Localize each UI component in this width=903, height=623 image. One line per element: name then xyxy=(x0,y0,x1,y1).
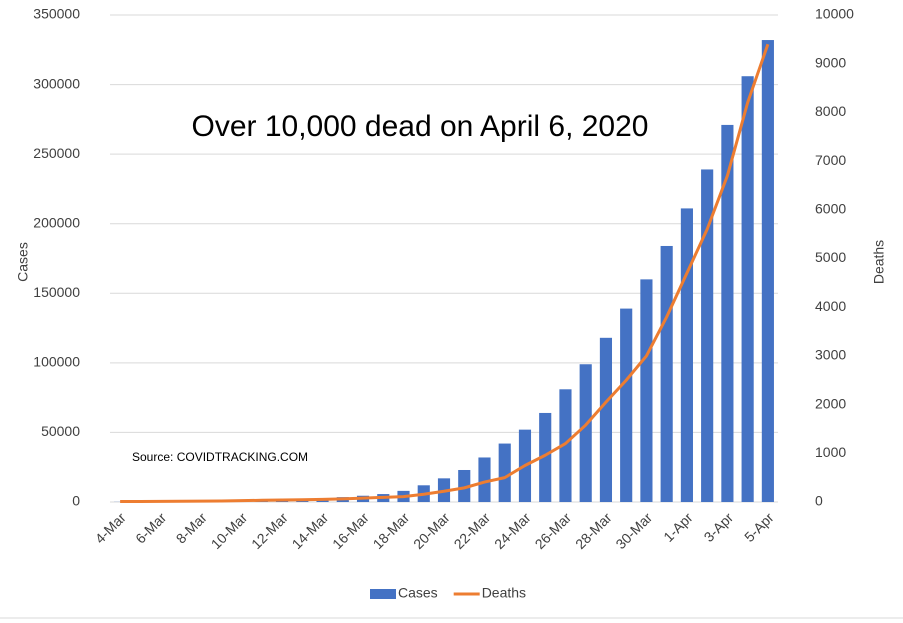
y-tick-label: 300000 xyxy=(33,75,80,91)
y2-tick-label: 10000 xyxy=(815,6,854,22)
x-tick-label: 10-Mar xyxy=(208,509,251,552)
y2-axis-label: Deaths xyxy=(871,240,887,284)
y2-tick-label: 1000 xyxy=(815,444,846,460)
y2-tick-label: 3000 xyxy=(815,347,846,363)
x-tick-label: 3-Apr xyxy=(701,509,737,545)
x-tick-label: 16-Mar xyxy=(329,509,372,552)
x-tick-label: 28-Mar xyxy=(572,509,615,552)
y-tick-label: 150000 xyxy=(33,284,80,300)
bar xyxy=(660,245,673,502)
y2-tick-label: 0 xyxy=(815,493,823,509)
bar xyxy=(680,208,693,502)
bar xyxy=(539,412,552,502)
y-tick-label: 250000 xyxy=(33,145,80,161)
x-tick-label: 1-Apr xyxy=(660,509,696,545)
y-tick-label: 50000 xyxy=(41,423,80,439)
y2-tick-label: 2000 xyxy=(815,395,846,411)
x-tick-label: 30-Mar xyxy=(612,509,655,552)
bar xyxy=(620,308,633,502)
bar xyxy=(599,337,613,502)
x-tick-label: 18-Mar xyxy=(370,509,413,552)
x-tick-label: 26-Mar xyxy=(532,509,575,552)
bar xyxy=(579,364,592,502)
y-tick-label: 350000 xyxy=(33,6,80,22)
legend-label: Deaths xyxy=(482,585,526,601)
x-tick-label: 22-Mar xyxy=(451,509,494,552)
y-tick-label: 100000 xyxy=(33,354,80,370)
x-tick-label: 4-Mar xyxy=(92,509,129,546)
y2-tick-label: 8000 xyxy=(815,103,846,119)
bar xyxy=(559,389,572,502)
y-tick-label: 200000 xyxy=(33,214,80,230)
y2-tick-label: 6000 xyxy=(815,201,846,217)
bar xyxy=(478,457,491,502)
bar xyxy=(458,469,471,502)
source-note: Source: COVIDTRACKING.COM xyxy=(132,450,308,464)
line xyxy=(120,43,770,504)
legend-swatch xyxy=(370,589,396,599)
bar xyxy=(640,279,653,502)
y-axis-label: Cases xyxy=(15,242,31,282)
y-tick-label: 0 xyxy=(72,493,80,509)
y2-tick-label: 5000 xyxy=(815,249,846,265)
annotation: Over 10,000 dead on April 6, 2020 xyxy=(191,110,648,143)
y2-tick-label: 4000 xyxy=(815,298,846,314)
x-tick-label: 12-Mar xyxy=(248,509,291,552)
bar xyxy=(761,40,774,502)
bar xyxy=(721,124,734,503)
x-tick-label: 8-Mar xyxy=(173,509,210,546)
x-tick-label: 20-Mar xyxy=(410,509,453,552)
legend-label: Cases xyxy=(398,585,438,601)
bar xyxy=(498,443,511,502)
y2-tick-label: 9000 xyxy=(815,54,846,70)
y2-tick-label: 7000 xyxy=(815,152,846,168)
x-tick-label: 6-Mar xyxy=(132,509,169,546)
x-tick-label: 5-Apr xyxy=(741,509,777,545)
x-tick-label: 14-Mar xyxy=(289,509,332,552)
bar xyxy=(701,169,714,502)
bar xyxy=(741,76,754,503)
x-tick-label: 24-Mar xyxy=(491,509,534,552)
